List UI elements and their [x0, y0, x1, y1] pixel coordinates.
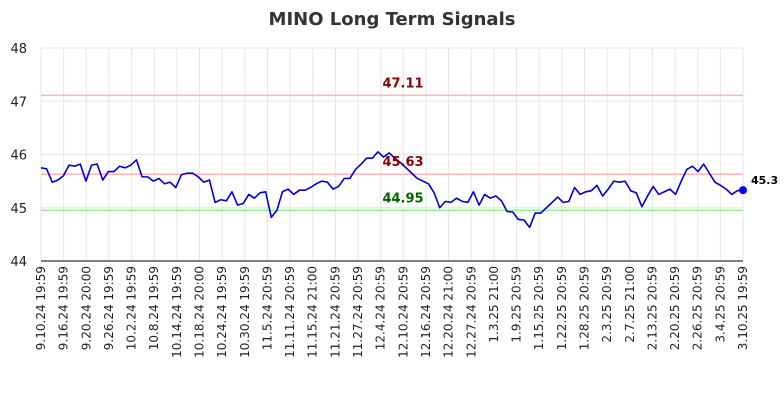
x-tick-label: 1.22.25 20:59 — [555, 266, 569, 350]
x-tick-label: 2.20.25 20:59 — [668, 266, 682, 350]
x-tick-label: 10.30.24 19:59 — [238, 266, 252, 358]
y-tick-label: 48 — [10, 42, 27, 57]
x-tick-label: 9.20.24 20:00 — [79, 266, 93, 350]
x-tick-label: 1.3.25 21:00 — [487, 266, 501, 343]
x-tick-label: 1.15.25 20:59 — [532, 266, 546, 350]
x-tick-label: 1.28.25 20:59 — [577, 266, 591, 350]
x-tick-label: 11.21.24 20:59 — [328, 266, 342, 358]
chart-title: MINO Long Term Signals — [269, 9, 516, 30]
x-tick-label: 10.18.24 20:00 — [193, 266, 207, 358]
x-tick-label: 10.8.24 19:59 — [147, 266, 161, 350]
reference-line-label: 47.11 — [382, 76, 423, 91]
x-tick-label: 12.10.24 20:59 — [396, 266, 410, 358]
x-tick-label: 10.24.24 19:59 — [215, 266, 229, 358]
x-tick-label: 12.16.24 20:59 — [419, 266, 433, 358]
price-series-line — [40, 151, 744, 229]
y-tick-label: 44 — [10, 255, 27, 270]
y-tick-label: 46 — [10, 149, 27, 164]
last-value-label: 45.3 — [751, 174, 778, 187]
x-tick-label: 2.26.25 20:59 — [691, 266, 705, 350]
y-tick-label: 45 — [10, 202, 27, 217]
x-tick-label: 10.14.24 19:59 — [170, 266, 184, 358]
reference-line-label: 45.63 — [382, 155, 423, 170]
last-value-point — [739, 186, 747, 195]
x-tick-label: 12.27.24 20:59 — [464, 266, 478, 358]
x-tick-label: 2.13.25 20:59 — [645, 266, 659, 350]
reference-line-label: 44.95 — [382, 191, 423, 206]
x-tick-label: 9.16.24 19:59 — [57, 266, 71, 350]
x-tick-label: 12.20.24 21:00 — [442, 266, 456, 358]
x-tick-label: 11.27.24 20:59 — [351, 266, 365, 358]
x-tick-label: 11.5.24 20:59 — [260, 266, 274, 350]
y-tick-label: 47 — [10, 95, 27, 110]
x-tick-label: 12.4.24 20:59 — [374, 266, 388, 350]
x-tick-label: 2.7.25 21:00 — [623, 266, 637, 343]
x-tick-label: 9.10.24 19:59 — [34, 266, 48, 350]
x-tick-label: 2.3.25 20:59 — [600, 266, 614, 343]
x-tick-label: 3.10.25 19:59 — [736, 266, 750, 350]
x-tick-label: 11.11.24 20:59 — [283, 266, 297, 358]
x-tick-label: 10.2.24 19:59 — [125, 266, 139, 350]
x-tick-label: 3.4.25 20:59 — [713, 266, 727, 343]
x-tick-label: 1.9.25 20:59 — [510, 266, 524, 343]
x-tick-label: 11.15.24 21:00 — [306, 266, 320, 358]
x-tick-label: 9.26.24 19:59 — [102, 266, 116, 350]
